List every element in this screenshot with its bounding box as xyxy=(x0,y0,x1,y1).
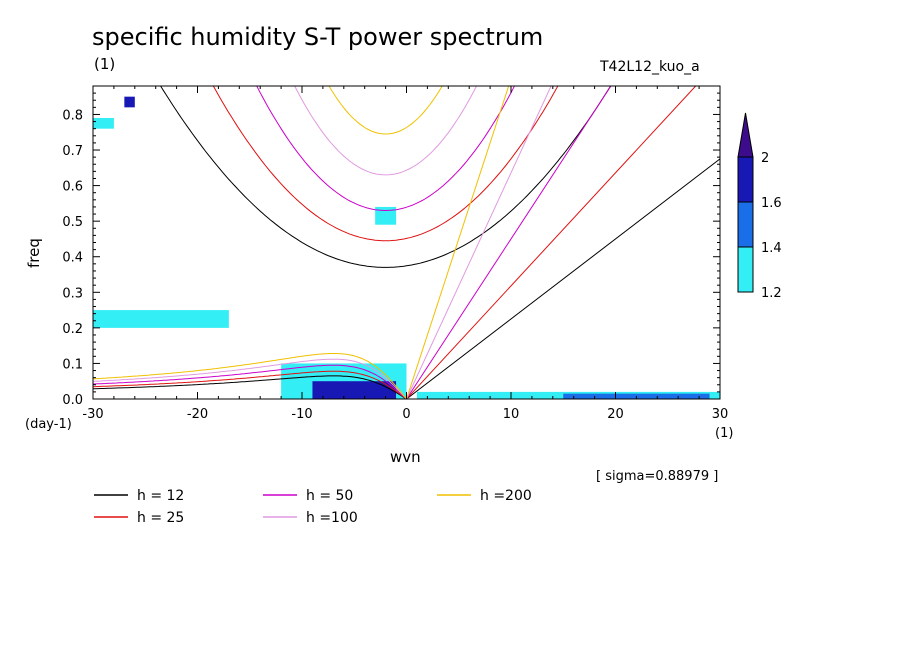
colorbar-label: 1.4 xyxy=(761,241,782,256)
legend-label: h = 12 xyxy=(137,488,184,504)
colorbar-label: 1.2 xyxy=(761,286,782,301)
shaded-region-6 xyxy=(93,118,114,129)
legend-label: h = 25 xyxy=(137,510,184,526)
x-tick-label: -10 xyxy=(291,407,312,422)
shaded-region-7 xyxy=(124,96,135,108)
plot-frame xyxy=(92,85,721,400)
kelvin-line-h50 xyxy=(406,86,612,399)
legend-label: h =200 xyxy=(480,488,532,504)
x-axis-unit: (1) xyxy=(715,426,734,441)
experiment-name: T42L12_kuo_a xyxy=(600,59,700,75)
legend-label: h = 50 xyxy=(306,488,353,504)
x-tick-label: -20 xyxy=(187,407,208,422)
x-tick-label: 0 xyxy=(402,407,410,422)
chart-title: specific humidity S-T power spectrum xyxy=(92,23,544,51)
y-tick-label: 0.3 xyxy=(62,286,83,301)
shaded-region-1 xyxy=(312,381,397,399)
x-tick-label: -30 xyxy=(82,407,103,422)
dispersion-curves xyxy=(93,86,720,399)
kelvin-line-h25 xyxy=(406,86,697,399)
y-axis-label: freq xyxy=(25,238,43,268)
sigma-note: [ sigma=0.88979 ] xyxy=(596,469,719,484)
gravity-curve-h200 xyxy=(328,86,443,135)
y-tick-label: 0.1 xyxy=(62,357,83,372)
rossby-curve-h100 xyxy=(93,358,407,399)
rossby-curve-h50 xyxy=(93,364,407,399)
colorbar-arrow xyxy=(737,112,754,158)
shaded-region-5 xyxy=(375,206,397,225)
kelvin-line-h12 xyxy=(406,158,720,399)
axis-ticks: -30 -20 -10 0 10 20 30 0.0 0.1 0.2 0.3 0.4 0.5 0.6 0.7… xyxy=(62,86,728,422)
gravity-curve-h12 xyxy=(160,86,612,268)
colorbar-box xyxy=(737,246,754,293)
x-tick-label: 10 xyxy=(503,407,520,422)
kelvin-line-h200 xyxy=(406,86,510,399)
power-shading xyxy=(93,96,720,399)
x-tick-label: 30 xyxy=(712,407,729,422)
colorbar-box xyxy=(737,156,754,203)
legend-label: h =100 xyxy=(306,510,358,526)
y-tick-label: 0.8 xyxy=(62,108,83,123)
gravity-curve-h25 xyxy=(212,86,559,242)
x-tick-label: 20 xyxy=(607,407,624,422)
colorbar-label: 2 xyxy=(761,151,769,166)
kelvin-line-h100 xyxy=(406,86,552,399)
chart-subtitle-unit: (1) xyxy=(94,55,116,73)
rossby-curve-h25 xyxy=(93,370,407,399)
colorbar-label: 1.6 xyxy=(761,196,782,211)
y-tick-label: 0.4 xyxy=(62,251,83,266)
gravity-curve-h100 xyxy=(294,86,478,176)
y-tick-label: 0.2 xyxy=(62,322,83,337)
legend: h = 12 h = 25 h = 50 h =100 h =200 xyxy=(94,488,532,526)
y-tick-label: 0.6 xyxy=(62,180,83,195)
rossby-curve-h200 xyxy=(93,353,407,399)
y-axis-unit: (day-1) xyxy=(25,417,72,432)
gravity-curve-h50 xyxy=(256,86,516,212)
y-tick-label: 0.0 xyxy=(62,393,83,408)
rossby-curve-h12 xyxy=(93,375,407,399)
colorbar-box xyxy=(737,201,754,248)
x-axis-label: wvn xyxy=(390,448,421,466)
y-tick-label: 0.7 xyxy=(62,144,83,159)
colorbar: 2 1.6 1.4 1.2 xyxy=(737,112,782,301)
y-tick-label: 0.5 xyxy=(62,215,83,230)
shaded-region-2 xyxy=(93,310,229,328)
